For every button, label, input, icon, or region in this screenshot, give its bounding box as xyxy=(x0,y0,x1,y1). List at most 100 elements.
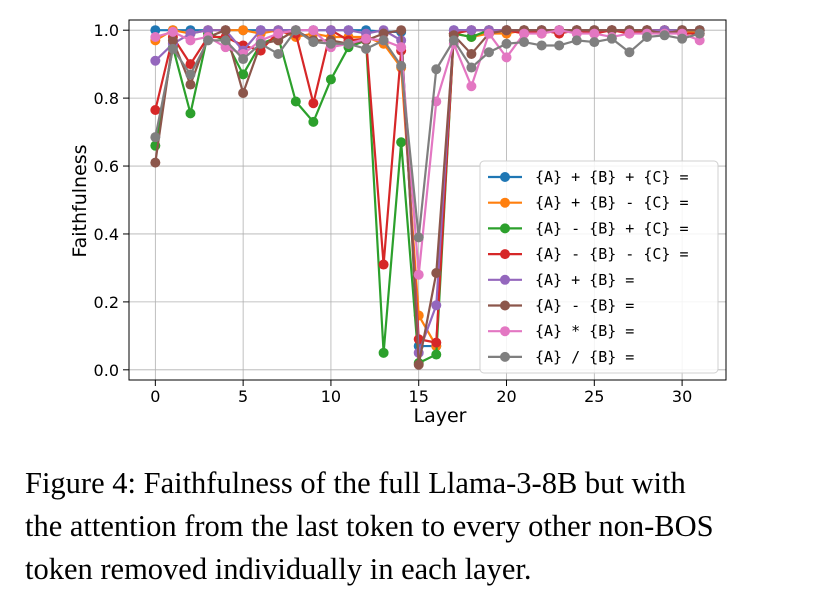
caption-line-1: Figure 4: Faithfulness of the full Llama… xyxy=(25,466,686,500)
legend-label: {A} + {B} + {C} = xyxy=(535,168,689,186)
data-point xyxy=(325,74,336,85)
data-point xyxy=(536,40,547,51)
data-point xyxy=(185,69,196,80)
data-point xyxy=(308,37,319,48)
data-point xyxy=(571,35,582,46)
data-point xyxy=(325,25,336,36)
data-point xyxy=(694,28,705,39)
data-point xyxy=(343,25,354,36)
legend-label: {A} / {B} = xyxy=(535,348,634,366)
legend-label: {A} - {B} + {C} = xyxy=(535,219,689,237)
x-tick-label: 25 xyxy=(584,387,604,406)
figure-caption: Figure 4: Faithfulness of the full Llama… xyxy=(25,462,815,591)
x-axis-label: Layer xyxy=(414,405,467,427)
legend-item: {A} + {B} + {C} = xyxy=(488,168,689,186)
data-point xyxy=(220,35,231,46)
data-point xyxy=(167,26,178,37)
legend-frame xyxy=(479,160,719,374)
data-point xyxy=(431,337,442,348)
data-point xyxy=(519,37,530,48)
data-point xyxy=(290,25,301,36)
data-point xyxy=(431,268,442,279)
data-point xyxy=(308,25,319,36)
data-point xyxy=(466,62,477,73)
data-point xyxy=(325,38,336,49)
data-point xyxy=(273,28,284,39)
data-point xyxy=(413,232,424,243)
data-point xyxy=(641,31,652,42)
data-point xyxy=(167,43,178,54)
legend-item: {A} + {B} = xyxy=(488,271,634,289)
series-lines xyxy=(150,25,705,370)
data-point xyxy=(519,28,530,39)
data-point xyxy=(466,48,477,59)
data-point xyxy=(378,347,389,358)
data-point xyxy=(150,132,161,143)
legend-marker xyxy=(500,274,510,285)
data-point xyxy=(185,108,196,119)
data-point xyxy=(203,35,214,46)
data-point xyxy=(624,47,635,58)
data-point xyxy=(589,37,600,48)
legend-marker xyxy=(500,351,510,362)
legend-item: {A} - {B} - {C} = xyxy=(488,245,689,263)
data-point xyxy=(238,69,249,80)
legend-marker xyxy=(500,172,510,182)
legend-label: {A} - {B} = xyxy=(535,297,634,315)
legend-item: {A} - {B} = xyxy=(488,297,634,315)
data-point xyxy=(466,25,477,36)
data-point xyxy=(150,31,161,42)
data-point xyxy=(396,137,407,148)
legend-label: {A} * {B} = xyxy=(535,322,634,340)
data-point xyxy=(466,81,477,92)
data-point xyxy=(501,52,512,63)
data-point xyxy=(554,25,565,36)
data-point xyxy=(378,35,389,46)
legend-item: {A} * {B} = xyxy=(488,322,634,340)
data-point xyxy=(396,60,407,71)
data-point xyxy=(659,30,670,41)
data-point xyxy=(589,28,600,39)
legend-label: {A} + {B} = xyxy=(535,271,634,289)
data-point xyxy=(255,25,266,36)
legend-item: {A} - {B} + {C} = xyxy=(488,219,689,237)
data-point xyxy=(290,96,301,107)
data-point xyxy=(677,33,688,44)
legend-marker xyxy=(500,300,510,311)
y-tick-label: 0.6 xyxy=(94,157,119,176)
legend-marker xyxy=(500,249,510,260)
legend-label: {A} - {B} - {C} = xyxy=(535,245,689,263)
data-point xyxy=(431,349,442,360)
y-tick-label: 0.8 xyxy=(94,89,119,108)
y-tick-label: 0.4 xyxy=(94,225,119,244)
data-point xyxy=(413,359,424,370)
x-tick-label: 20 xyxy=(496,387,516,406)
data-point xyxy=(483,28,494,39)
legend-label: {A} + {B} - {C} = xyxy=(535,194,689,212)
legend: {A} + {B} + {C} = {A} + {B} - {C} = {A} - … xyxy=(479,160,719,374)
axis-ticks: 0 5 10 15 20 25 30 0.0 0.2 0.4 0.6 0.8 1.0 xyxy=(94,21,693,406)
data-point xyxy=(606,33,617,44)
data-point xyxy=(554,40,565,51)
data-point xyxy=(378,259,389,270)
data-point xyxy=(238,88,249,99)
plot-frame xyxy=(128,19,727,381)
faithfulness-chart: 0 5 10 15 20 25 30 0.0 0.2 0.4 0.6 0.8 1.0 Layer Fai… xyxy=(69,19,727,427)
y-tick-label: 0.0 xyxy=(94,361,119,380)
data-point xyxy=(220,25,231,36)
x-tick-label: 5 xyxy=(238,387,248,406)
x-tick-label: 30 xyxy=(672,387,692,406)
caption-line-3: token removed individually in each layer… xyxy=(25,552,532,586)
x-tick-label: 0 xyxy=(150,387,160,406)
data-point xyxy=(501,25,512,36)
data-point xyxy=(308,116,319,127)
data-point xyxy=(361,33,372,44)
x-tick-label: 15 xyxy=(409,387,429,406)
data-point xyxy=(185,79,196,90)
data-point xyxy=(273,48,284,59)
legend-marker xyxy=(500,326,510,337)
data-point xyxy=(238,54,249,65)
data-point xyxy=(308,98,319,109)
data-point xyxy=(185,35,196,46)
y-tick-label: 0.2 xyxy=(94,293,119,312)
